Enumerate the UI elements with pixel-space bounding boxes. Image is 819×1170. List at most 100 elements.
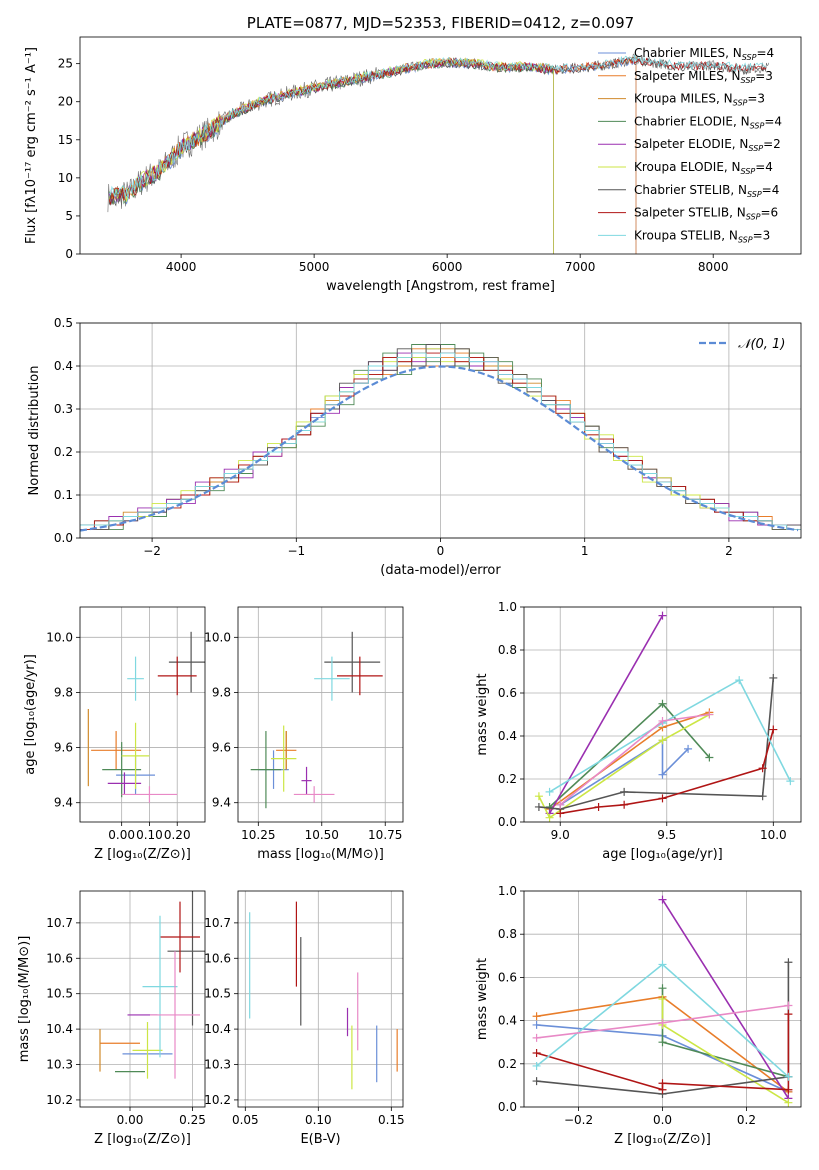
x-tick-label: 0.05 xyxy=(232,1113,259,1127)
y-tick-label: 10 xyxy=(58,171,73,185)
legend-subscript: SSP xyxy=(738,235,753,244)
y-tick-label: 10.3 xyxy=(46,1058,73,1072)
x-axis-label: mass [log₁₀(M/M⊙)] xyxy=(257,847,384,862)
x-axis-label: age [log₁₀(age/yr)] xyxy=(602,847,723,862)
legend-nssp: =3 xyxy=(747,92,765,106)
weight-marker xyxy=(532,1061,541,1070)
y-tick-label: 10.5 xyxy=(46,987,73,1001)
weight-marker xyxy=(532,1012,541,1021)
axes-frame xyxy=(79,36,802,255)
model-spectrum-line xyxy=(108,56,637,254)
plot-area xyxy=(87,631,205,803)
weight-marker xyxy=(658,716,667,725)
normal-curve xyxy=(80,365,799,532)
weight-marker xyxy=(658,895,667,904)
axes-frame xyxy=(523,890,802,1108)
y-tick-label: 10.4 xyxy=(204,1022,231,1036)
y-tick-label: 0.0 xyxy=(498,1100,517,1114)
weight-marker xyxy=(594,802,603,811)
histogram-step xyxy=(80,352,801,538)
plot-area xyxy=(80,344,801,538)
y-tick-label: 10.3 xyxy=(204,1058,231,1072)
y-tick-label: 0.2 xyxy=(498,772,517,786)
legend-label: 𝒩(0, 1) xyxy=(738,337,785,352)
y-tick-label: 10.6 xyxy=(46,951,73,965)
y-tick-label: 10.6 xyxy=(204,951,231,965)
y-tick-label: 25 xyxy=(58,57,73,71)
legend-label: Salpeter STELIB, NSSP=6 xyxy=(634,206,778,222)
y-tick-label: 0.3 xyxy=(54,402,73,416)
y-tick-label: 0.4 xyxy=(54,359,73,373)
y-axis-label: mass weight xyxy=(475,673,490,755)
axes-frame xyxy=(523,606,802,823)
y-tick-label: 0.0 xyxy=(54,531,73,545)
weight-marker xyxy=(658,995,667,1003)
legend-nssp: =6 xyxy=(760,206,778,220)
legend-nssp: =3 xyxy=(753,228,771,242)
legend-nssp: =4 xyxy=(755,160,773,174)
legend-subscript: SSP xyxy=(746,213,761,222)
axes-frame xyxy=(79,606,206,823)
x-tick-label: 8000 xyxy=(698,260,729,274)
weight-marker xyxy=(556,809,565,818)
panel-age-vs-Z: 0.00 0.10 0.20 9.4 9.6 9.8 10.0 Z [log₁₀(Z/Z⊙)]… xyxy=(23,606,206,862)
weight-marker xyxy=(658,984,667,993)
y-tick-label: 0.1 xyxy=(54,488,73,502)
x-tick-label: −0.2 xyxy=(564,1113,593,1127)
weight-marker xyxy=(658,699,667,708)
weight-marker xyxy=(532,1049,541,1057)
weight-marker xyxy=(658,770,667,779)
weight-marker xyxy=(658,794,667,803)
panel-weight-vs-Z: −0.2 0.0 0.2 0.0 0.2 0.4 0.6 0.8 1.0 Z [log₁₀(Z/Z… xyxy=(475,884,802,1147)
x-tick-label: 0.20 xyxy=(164,828,191,842)
weight-marker xyxy=(556,800,565,809)
y-tick-label: 10.7 xyxy=(46,916,73,930)
y-tick-label: 0.4 xyxy=(498,729,517,743)
weight-marker xyxy=(684,744,693,753)
legend-subscript: SSP xyxy=(748,144,763,153)
x-axis-label: Z [log₁₀(Z/Z⊙)] xyxy=(94,847,191,862)
x-tick-label: 7000 xyxy=(565,260,596,274)
y-tick-label: 9.8 xyxy=(212,685,231,699)
legend-subscript: SSP xyxy=(741,76,756,85)
weight-marker xyxy=(532,1077,541,1086)
weight-marker xyxy=(758,764,767,773)
y-tick-label: 10.4 xyxy=(46,1022,73,1036)
x-tick-label: 2 xyxy=(725,544,733,558)
legend-label: Chabrier MILES, NSSP=4 xyxy=(634,46,774,62)
weight-marker xyxy=(705,710,714,719)
y-tick-label: 0.6 xyxy=(498,686,517,700)
axes-frame xyxy=(237,606,404,823)
axes-frame xyxy=(237,890,404,1108)
x-tick-label: 9.5 xyxy=(657,828,676,842)
x-axis-label: Z [log₁₀(Z/Z⊙)] xyxy=(94,1132,191,1147)
y-axis-label: mass weight xyxy=(475,958,490,1040)
x-tick-label: 10.25 xyxy=(241,828,275,842)
y-axis-label: age [log₁₀(age/yr)] xyxy=(23,654,38,775)
legend-label: Salpeter MILES, NSSP=3 xyxy=(634,69,773,85)
x-tick-label: 9.0 xyxy=(551,828,570,842)
weight-marker xyxy=(784,1072,793,1081)
legend-subscript: SSP xyxy=(742,53,757,62)
plot-area xyxy=(249,901,398,1090)
weight-marker xyxy=(658,1018,667,1027)
legend-subscript: SSP xyxy=(741,167,756,176)
legend-nssp: =4 xyxy=(756,46,774,60)
weight-marker xyxy=(784,1001,793,1010)
legend-label: Salpeter ELODIE, NSSP=2 xyxy=(634,137,781,153)
weight-marker xyxy=(705,753,714,762)
x-tick-label: −1 xyxy=(287,544,305,558)
y-tick-label: 0 xyxy=(65,247,73,261)
weight-marker xyxy=(620,787,629,796)
y-tick-label: 9.4 xyxy=(212,796,231,810)
weight-marker xyxy=(784,1010,793,1019)
legend-nssp: =4 xyxy=(764,114,782,128)
y-tick-label: 5 xyxy=(65,209,73,223)
weight-marker xyxy=(769,673,778,682)
legend-nssp: =3 xyxy=(755,69,773,83)
legend-nssp: =4 xyxy=(762,183,780,197)
legend-subscript: SSP xyxy=(747,190,762,199)
legend-subscript: SSP xyxy=(750,121,765,130)
weight-line xyxy=(661,899,790,1099)
